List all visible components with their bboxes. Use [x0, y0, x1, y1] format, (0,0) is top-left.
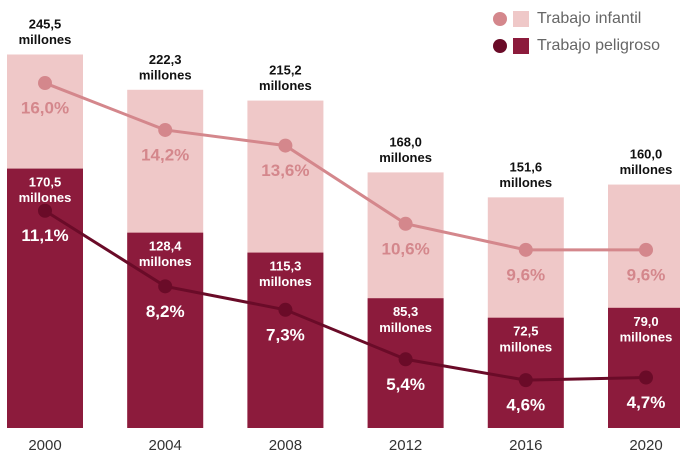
percentage-point — [398, 216, 413, 231]
bar-value-label: 245,5 millones — [19, 17, 72, 48]
bar — [247, 252, 324, 428]
percentage-label: 16,0% — [21, 99, 69, 118]
percentage-label: 13,6% — [261, 161, 309, 180]
percentage-label: 9,6% — [627, 265, 666, 284]
legend-bar-swatch — [513, 11, 529, 27]
bar — [608, 307, 680, 428]
legend-label: Trabajo infantil — [537, 10, 641, 27]
x-tick-label: 2016 — [509, 437, 542, 454]
legend-bar-swatch — [513, 38, 529, 54]
legend-line-swatch — [493, 12, 507, 26]
bar-value-label: 72,5 millones — [499, 324, 552, 355]
percentage-point — [158, 122, 173, 137]
percentage-point — [278, 302, 293, 317]
percentage-label: 14,2% — [141, 145, 189, 164]
percentage-point — [639, 242, 653, 257]
percentage-point — [639, 370, 653, 385]
percentage-label: 5,4% — [386, 375, 425, 394]
legend-line-swatch — [493, 39, 507, 53]
bar-value-label: 115,3 millones — [259, 259, 312, 290]
bar — [487, 317, 564, 428]
percentage-label: 7,3% — [266, 325, 305, 344]
x-tick-label: 2008 — [269, 437, 302, 454]
percentage-point — [398, 352, 413, 367]
percentage-point — [518, 242, 533, 257]
bar-value-label: 85,3 millones — [379, 305, 432, 336]
bar-value-label: 160,0 millones — [620, 147, 673, 178]
bar-value-label: 128,4 millones — [139, 239, 192, 270]
percentage-line — [44, 81, 646, 252]
percentage-label: 8,2% — [146, 302, 185, 321]
percentage-point — [38, 76, 52, 91]
bar-value-label: 222,3 millones — [139, 52, 192, 83]
percentage-point — [518, 373, 533, 388]
bar — [127, 232, 204, 428]
x-tick-label: 2020 — [629, 437, 662, 454]
percentage-point — [278, 138, 293, 153]
x-tick-label: 2004 — [149, 437, 182, 454]
percentage-point — [158, 279, 173, 294]
percentage-line — [44, 209, 647, 382]
percentage-label: 4,6% — [506, 396, 545, 415]
percentage-point — [38, 203, 52, 218]
percentage-label: 4,7% — [627, 393, 666, 412]
percentage-label: 9,6% — [506, 265, 545, 284]
percentage-label: 10,6% — [381, 239, 429, 258]
x-tick-label: 2000 — [28, 437, 61, 454]
bar-value-label: 215,2 millones — [259, 63, 312, 94]
bar-value-label: 79,0 millones — [620, 314, 673, 345]
bar-value-label: 151,6 millones — [499, 160, 552, 191]
bar-value-label: 168,0 millones — [379, 135, 432, 166]
x-tick-label: 2012 — [389, 437, 422, 454]
bar-value-label: 170,5 millones — [19, 175, 72, 206]
legend-label: Trabajo peligroso — [537, 37, 660, 54]
percentage-label: 11,1% — [21, 226, 68, 245]
